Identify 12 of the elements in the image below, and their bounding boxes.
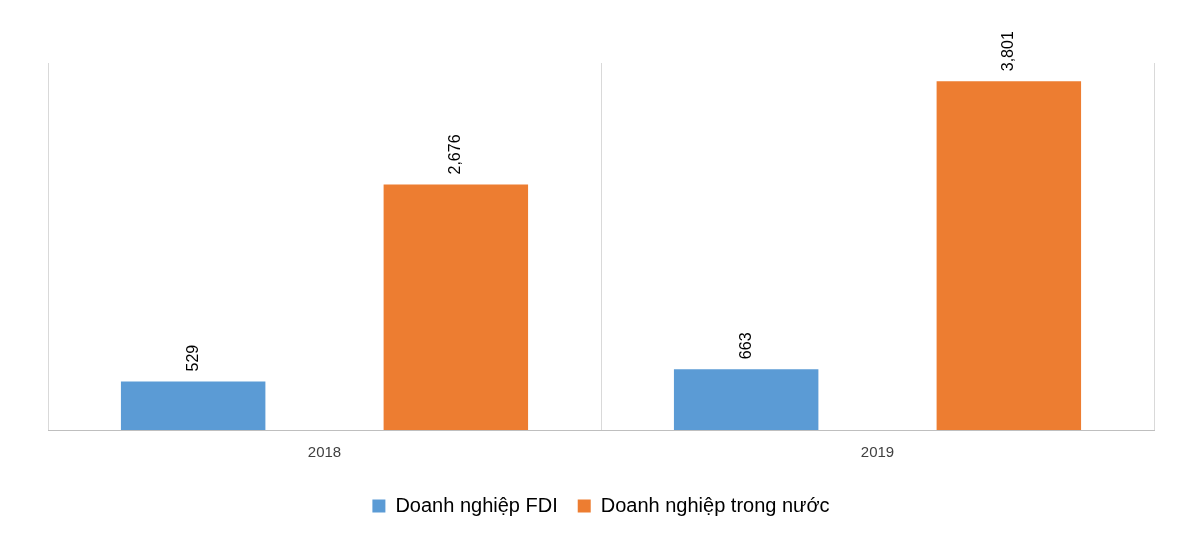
data-label: 663: [736, 332, 754, 360]
data-label: 3,801: [999, 31, 1017, 72]
x-tick-label: 2018: [307, 443, 342, 461]
legend-label: Doanh nghiệp FDI: [395, 493, 558, 516]
x-tick-label: 2019: [860, 443, 895, 461]
legend-label: Doanh nghiệp trong nước: [600, 493, 830, 516]
data-label: 529: [183, 344, 201, 372]
bar: [673, 369, 819, 430]
bar: [383, 184, 529, 430]
bar: [936, 81, 1082, 430]
data-label: 2,676: [446, 134, 464, 175]
bar: [120, 381, 266, 430]
